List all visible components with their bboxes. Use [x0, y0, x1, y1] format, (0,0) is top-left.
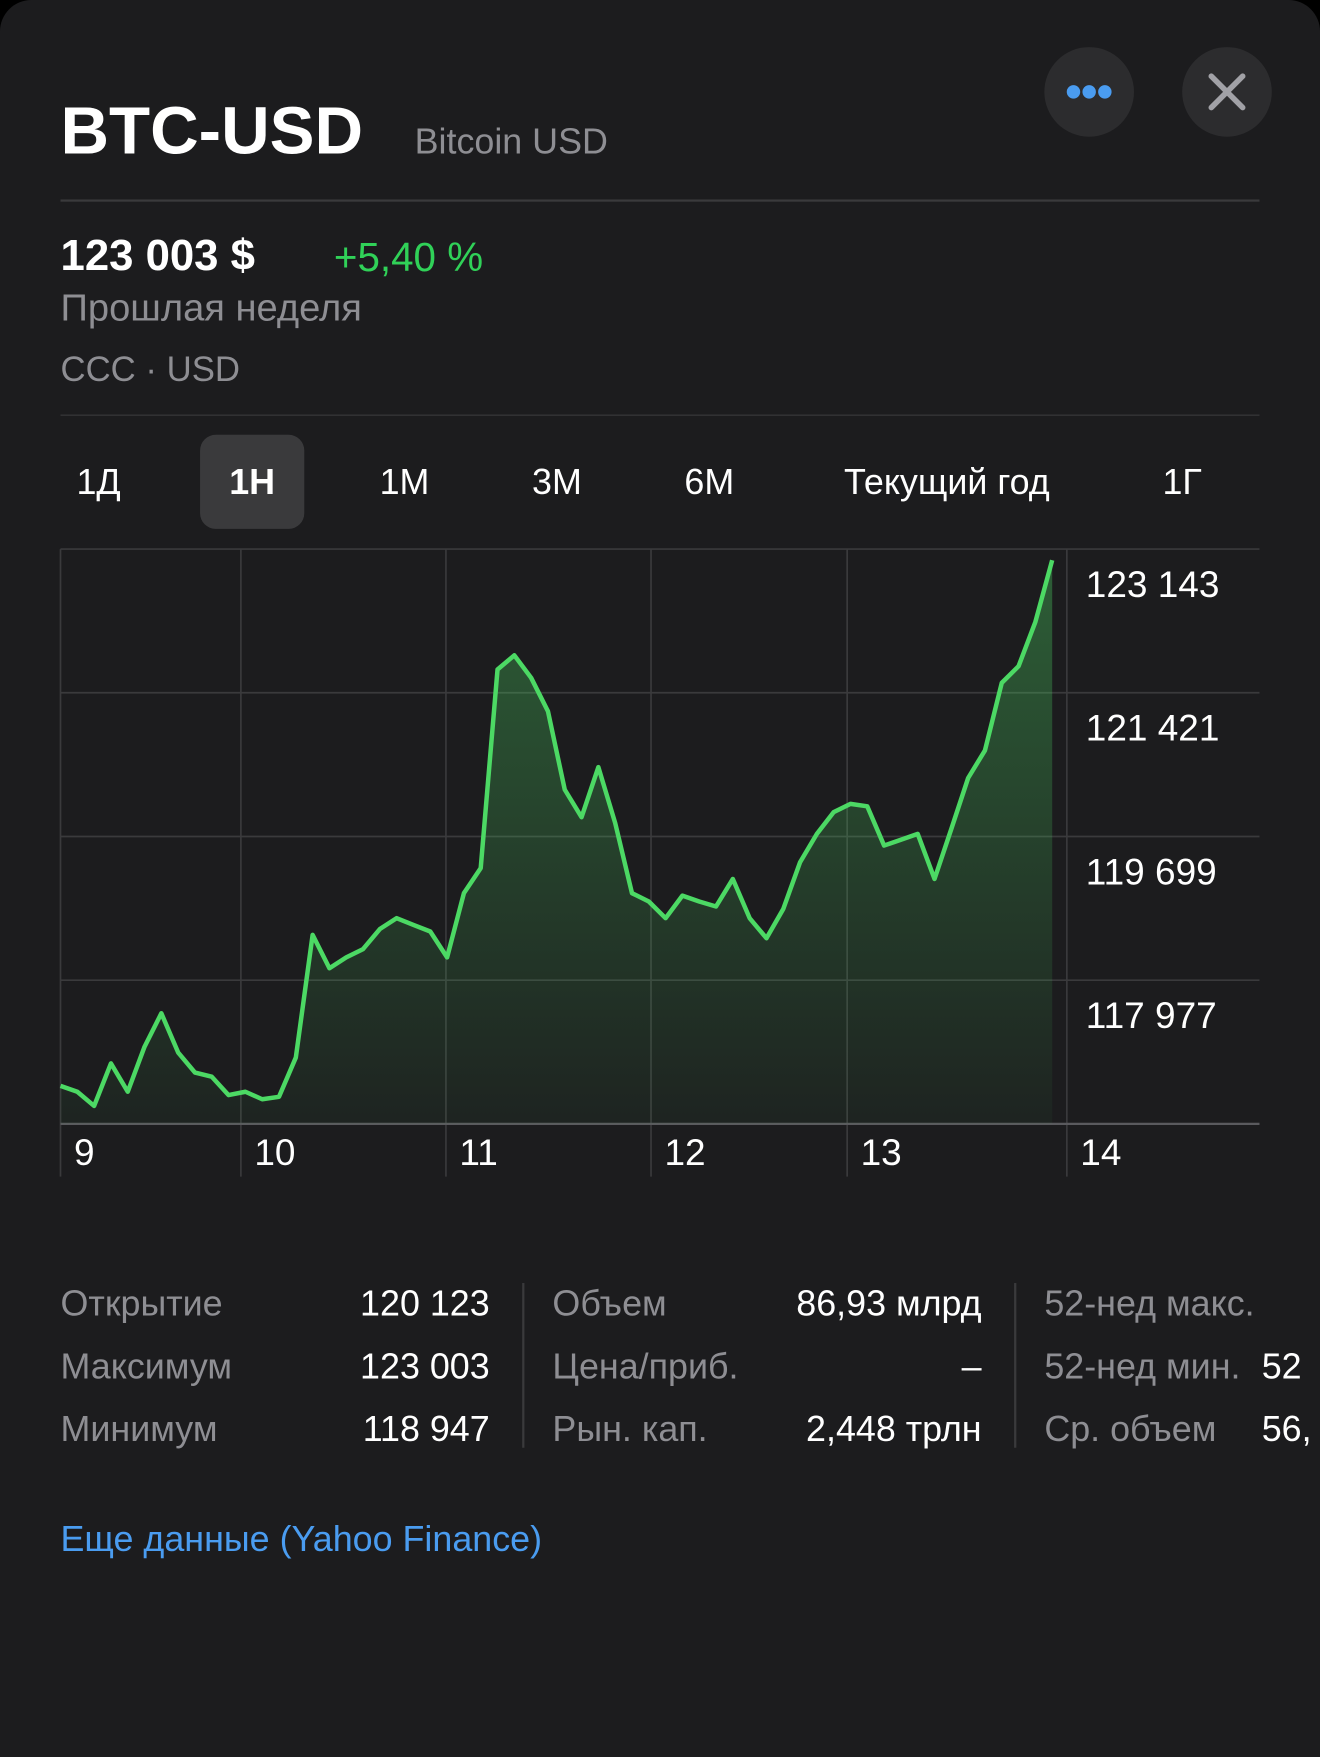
- x-tick-label: 13: [861, 1132, 902, 1173]
- stat-divider: [1014, 1283, 1017, 1448]
- exchange: CCC · USD: [60, 349, 240, 389]
- stat-label: Открытие: [60, 1283, 223, 1324]
- divider: [60, 414, 1260, 416]
- period: Прошлая неделя: [60, 286, 362, 330]
- price: 123 003 $: [60, 231, 255, 281]
- stat-value: 2,448 трлн: [806, 1408, 982, 1449]
- x-tick-label: 11: [459, 1132, 497, 1173]
- range-tab[interactable]: 3М: [532, 461, 582, 503]
- range-tab[interactable]: 1М: [379, 461, 430, 503]
- price-line: [59, 559, 1055, 1109]
- chart: 123 143 121 421 119 699 117 977 9 10 11 12 13 14: [59, 548, 1260, 1177]
- more-icon: [1066, 85, 1112, 99]
- stat-label: Объем: [552, 1283, 667, 1324]
- stat-label: Максимум: [60, 1345, 233, 1387]
- stat-label: Цена/приб.: [552, 1345, 739, 1387]
- close-button[interactable]: [1182, 47, 1272, 137]
- stat-value: 86,93 млрд: [796, 1283, 982, 1324]
- y-tick-label: 117 977: [1086, 995, 1217, 1036]
- close-icon: [1208, 73, 1246, 111]
- stat-label: Ср. объем: [1044, 1408, 1217, 1449]
- company-name: Bitcoin USD: [414, 121, 608, 162]
- x-tick-label: 10: [254, 1132, 295, 1173]
- range-tab[interactable]: 1Г: [1162, 461, 1202, 503]
- more-data-link[interactable]: Еще данные (Yahoo Finance): [60, 1518, 543, 1559]
- change: +5,40 %: [333, 234, 484, 281]
- stat-value: 123 003: [360, 1345, 490, 1387]
- range-tab[interactable]: 6М: [684, 461, 735, 503]
- x-tick-label: 9: [74, 1132, 95, 1173]
- y-tick-label: 119 699: [1086, 851, 1217, 892]
- y-tick-label: 121 421: [1086, 708, 1220, 749]
- range-tab[interactable]: 1Н: [200, 434, 305, 529]
- stat-value: 118 947: [362, 1408, 490, 1449]
- more-button[interactable]: [1044, 47, 1134, 137]
- range-tab[interactable]: 1Д: [76, 461, 121, 503]
- stat-value: 52: [1261, 1345, 1302, 1387]
- stat-value: 56,: [1261, 1408, 1312, 1449]
- stat-label: 52-нед мин.: [1044, 1345, 1241, 1387]
- area: [60, 560, 1053, 1124]
- x-tick-label: 12: [664, 1132, 705, 1173]
- y-tick-label: 123 143: [1086, 564, 1220, 605]
- stat-label: 52-нед макс.: [1044, 1283, 1255, 1324]
- stat-value: –: [961, 1345, 982, 1387]
- divider: [60, 199, 1260, 202]
- stat-label: Рын. кап.: [552, 1408, 708, 1449]
- stat-label: Минимум: [60, 1408, 218, 1449]
- x-tick-label: 14: [1080, 1132, 1121, 1173]
- range-tab[interactable]: Текущий год: [843, 461, 1050, 503]
- ticker: BTC-USD: [60, 93, 364, 169]
- stat-divider: [522, 1283, 525, 1448]
- stat-value: 120 123: [360, 1283, 490, 1324]
